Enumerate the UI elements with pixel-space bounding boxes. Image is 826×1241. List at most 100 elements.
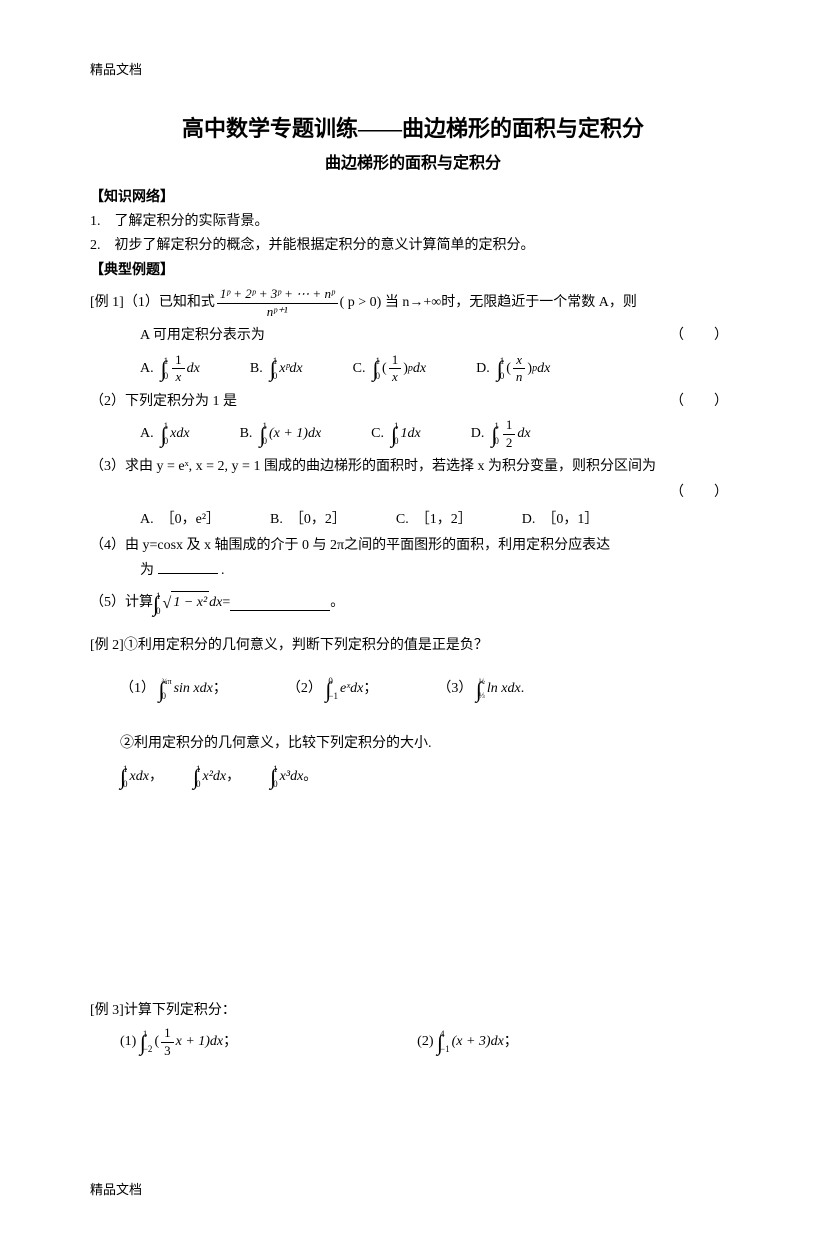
label: D. (522, 509, 536, 531)
integrand: x²dx (203, 766, 227, 788)
lb: 0 (156, 607, 161, 616)
fill-blank (230, 597, 330, 611)
label: C. (396, 509, 409, 531)
dx: dx (537, 358, 550, 380)
ex1-1-options: A. ∫ 10 1x dx B. ∫ 10 xᵖ dx C. ∫ 10 (1x)… (140, 351, 736, 386)
option-a: A. ［0，e²］ (140, 509, 220, 531)
option-a: A. ∫ 10 xdx (140, 417, 190, 452)
integrand: sin xdx (174, 678, 213, 700)
ex1-5-label: （5）计算 (90, 592, 153, 614)
ex1-line2: A 可用定积分表示为 (140, 325, 265, 347)
semi: ； (223, 1031, 237, 1053)
ex1-3-options: A. ［0，e²］ B. ［0，2］ C. ［1，2］ D. ［0，1］ (140, 509, 736, 531)
option-c: C. ∫ 10 (1x)p dx (353, 351, 426, 386)
opt-b-label: B. (240, 423, 253, 445)
num: 1 (161, 1025, 174, 1043)
knowledge-item-1: 1. 了解定积分的实际背景。 (90, 211, 736, 233)
ub: ¾π (162, 678, 172, 686)
ex3-item-2: (2) ∫ 4−1 (x + 3)dx ； (417, 1025, 518, 1060)
fill-blank (158, 560, 218, 574)
ex3-item-1: (1) ∫ 1−2 (13 x + 1)dx ； (120, 1025, 237, 1060)
ex2-2-item-3: ∫ 10 x³dx 。 (270, 759, 317, 794)
ex2-1-text: [例 2]①利用定积分的几何意义，判断下列定积分的值是正是负？ (90, 635, 736, 657)
ub: 1 (376, 357, 381, 366)
ub: 1 (394, 422, 399, 431)
comma: ， (226, 766, 240, 788)
ex2-1-items: （1） ∫ ¾π0 sin xdx ； （2） ∫ 0−1 eˣdx ； （3）… (120, 672, 736, 707)
option-c: C. ∫ 10 1dx (371, 417, 421, 452)
eq: = (222, 592, 230, 614)
lb: 0 (500, 372, 505, 381)
ex1-2-text: （2）下列定积分为 1 是 (90, 391, 237, 413)
semi: ； (213, 678, 227, 700)
integrand: ln xdx (487, 678, 521, 700)
lb: 0 (394, 437, 399, 446)
ub: 1 (273, 765, 278, 774)
option-d: D. ∫ 10 (xn)p dx (476, 351, 550, 386)
den: 2 (503, 435, 516, 452)
integrand: x + 1)dx (176, 1031, 224, 1053)
opt-c-label: C. (353, 358, 366, 380)
lb: −1 (440, 1045, 450, 1054)
val: ［1，2］ (416, 509, 472, 531)
ex2-1-item-2: （2） ∫ 0−1 eˣdx ； (287, 672, 378, 707)
den: x (389, 369, 401, 386)
ub: 1 (262, 422, 267, 431)
option-d: D. ∫ 10 12 dx (471, 417, 531, 452)
ex1-intro-a: [例 1]（1）已知和式 (90, 292, 215, 314)
period: 。 (330, 592, 344, 614)
opt-a-label: A. (140, 358, 154, 380)
label: (2) (417, 1031, 433, 1053)
ub: 4 (440, 1030, 450, 1039)
num: 1 (503, 417, 516, 435)
integrand: xdx (130, 766, 149, 788)
integrand: xdx (170, 423, 189, 445)
integrand: (x + 3)dx (452, 1031, 504, 1053)
val: ［0，2］ (290, 509, 346, 531)
integrand: 1dx (401, 423, 421, 445)
frac-num: 1ᵖ + 2ᵖ + 3ᵖ + ⋯ + nᵖ (217, 286, 338, 304)
option-b: B. ∫ 10 (x + 1)dx (240, 417, 322, 452)
label: (1) (120, 1031, 136, 1053)
footer-tag: 精品文档 (90, 1180, 736, 1201)
integrand: eˣdx (340, 678, 363, 700)
ub: 1 (156, 592, 161, 601)
integrand: (x + 1)dx (269, 423, 321, 445)
label: B. (270, 509, 283, 531)
lb: 0 (273, 372, 278, 381)
opt-d-label: D. (476, 358, 490, 380)
answer-blank: （ ） (670, 325, 736, 347)
example-1-1-row: [例 1]（1）已知和式 1ᵖ + 2ᵖ + 3ᵖ + ⋯ + nᵖ nᵖ⁺¹ … (90, 286, 736, 321)
answer-blank: （ ） (670, 482, 736, 504)
semi: ； (363, 678, 377, 700)
ub: ½ (479, 678, 485, 686)
ex1-fraction: 1ᵖ + 2ᵖ + 3ᵖ + ⋯ + nᵖ nᵖ⁺¹ (217, 286, 338, 321)
ex1-5-row: （5）计算 ∫ 10 √ 1 − x² dx = 。 (90, 586, 736, 621)
lb: 0 (196, 780, 201, 789)
ex2-2-text: ②利用定积分的几何意义，比较下列定积分的大小. (120, 733, 736, 755)
ex2-2-item-2: ∫ 10 x²dx ， (193, 759, 240, 794)
period: . (221, 563, 225, 578)
label: （1） (120, 678, 155, 700)
ub: 1 (494, 422, 499, 431)
comma: ， (149, 766, 163, 788)
ex2-1-item-3: （3） ∫ ½⅓ ln xdx . (437, 672, 524, 707)
label: 为 (140, 563, 154, 578)
opt-b-label: B. (250, 358, 263, 380)
dx: dx (413, 358, 426, 380)
lb: −2 (143, 1045, 153, 1054)
option-b: B. ［0，2］ (270, 509, 346, 531)
lb: 0 (273, 780, 278, 789)
den: 3 (161, 1043, 174, 1060)
ex1-intro-b: ( p > 0) 当 n→+∞时，无限趋近于一个常数 A，则 (340, 292, 637, 314)
val: ［0，e²］ (161, 509, 220, 531)
section-knowledge-header: 【知识网络】 (90, 187, 736, 209)
lb: −1 (328, 692, 338, 701)
answer-blank: （ ） (670, 391, 736, 413)
ub: 0 (328, 677, 338, 686)
opt-d-label: D. (471, 423, 485, 445)
dx: dx (209, 592, 222, 614)
integrand: xᵖ (279, 358, 289, 380)
period: . (521, 678, 525, 700)
ex2-2-item-1: ∫ 10 xdx ， (120, 759, 163, 794)
